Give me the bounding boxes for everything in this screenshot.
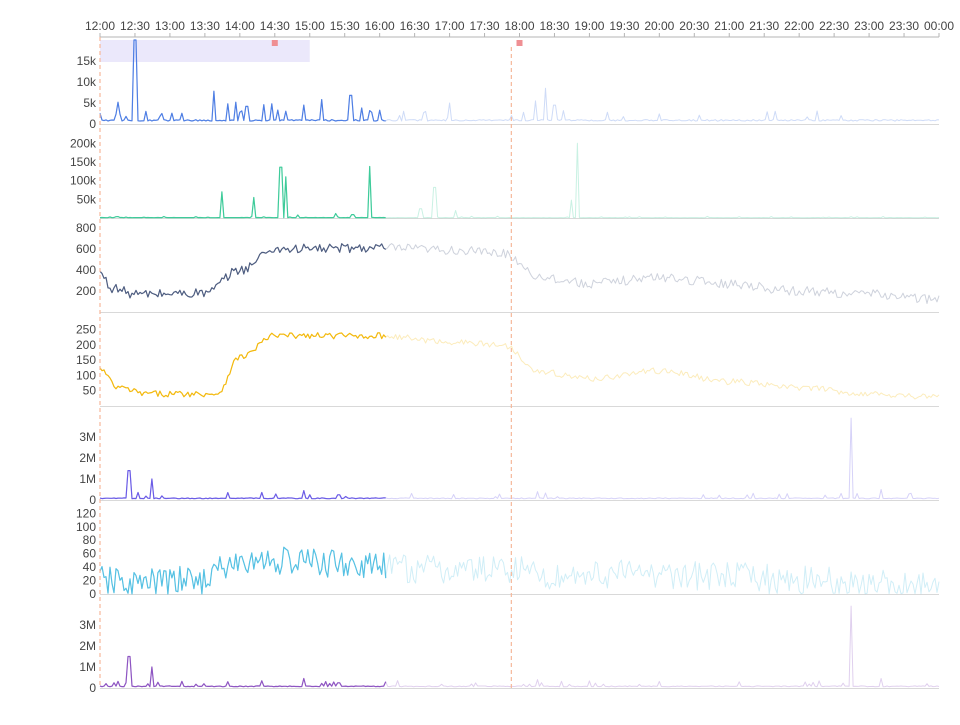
y-tick-label: 200 <box>76 284 96 298</box>
x-tick-label: 14:30 <box>260 19 290 33</box>
x-tick-label: 12:30 <box>120 19 150 33</box>
x-tick-label: 16:30 <box>400 19 430 33</box>
x-tick-label: 23:00 <box>854 19 884 33</box>
y-tick-label: 100 <box>76 368 96 382</box>
x-tick-label: 13:00 <box>155 19 185 33</box>
x-tick-label: 12:00 <box>85 19 115 33</box>
y-tick-label: 200k <box>70 136 97 150</box>
y-tick-label: 150k <box>70 155 97 169</box>
x-tick-label: 14:00 <box>225 19 255 33</box>
y-tick-label: 0 <box>89 587 96 601</box>
y-tick-label: 2M <box>79 451 96 465</box>
x-axis: 12:00 12:30 13:00 13:30 14:00 14:30 15:00 15:30… <box>85 19 954 38</box>
x-tick-label: 20:30 <box>679 19 709 33</box>
y-tick-label: 800 <box>76 221 96 235</box>
panel-2[interactable]: 50k 100k 150k 200k <box>70 136 940 219</box>
y-tick-label: 40 <box>83 560 97 574</box>
x-tick-label: 20:00 <box>644 19 674 33</box>
event-marker-2[interactable] <box>516 40 523 46</box>
series-line[interactable] <box>99 332 387 398</box>
x-tick-label: 16:00 <box>365 19 395 33</box>
y-tick-label: 10k <box>77 75 97 89</box>
series-line-faded <box>99 605 940 688</box>
y-tick-label: 600 <box>76 242 96 256</box>
y-tick-label: 0 <box>89 117 96 131</box>
y-tick-label: 15k <box>77 54 97 68</box>
x-tick-label: 18:00 <box>504 19 534 33</box>
x-tick-label: 18:30 <box>539 19 569 33</box>
x-tick-label: 22:00 <box>784 19 814 33</box>
series-line-faded <box>99 332 940 400</box>
y-tick-label: 400 <box>76 263 96 277</box>
series-line[interactable] <box>99 165 386 219</box>
x-tick-label: 19:30 <box>609 19 639 33</box>
x-tick-label: 23:30 <box>889 19 919 33</box>
y-tick-label: 3M <box>79 618 96 632</box>
x-tick-label: 15:00 <box>295 19 325 33</box>
x-tick-label: 15:30 <box>330 19 360 33</box>
y-tick-label: 250 <box>76 323 96 337</box>
y-tick-label: 1M <box>79 472 96 486</box>
series-line[interactable] <box>99 655 387 688</box>
brush-selection[interactable] <box>100 40 310 62</box>
x-tick-label: 19:00 <box>574 19 604 33</box>
y-tick-label: 100k <box>70 174 97 188</box>
y-tick-label: 1M <box>79 660 96 674</box>
y-tick-label: 0 <box>89 681 96 695</box>
panel-5[interactable]: 0 1M 2M 3M <box>79 417 940 507</box>
panel-3[interactable]: 200 400 600 800 <box>76 221 940 313</box>
y-tick-label: 120 <box>76 506 96 520</box>
y-tick-label: 50k <box>77 192 97 206</box>
x-tick-label: 21:00 <box>714 19 744 33</box>
x-tick-label: 13:30 <box>190 19 220 33</box>
series-line[interactable] <box>99 546 387 595</box>
series-line-faded <box>99 142 940 219</box>
x-tick-label: 22:30 <box>819 19 849 33</box>
series-line[interactable] <box>99 39 386 122</box>
y-tick-label: 150 <box>76 353 96 367</box>
y-tick-label: 2M <box>79 639 96 653</box>
y-tick-label: 5k <box>83 96 97 110</box>
y-tick-label: 3M <box>79 430 96 444</box>
series-line-faded <box>99 546 940 595</box>
x-tick-label: 00:00 <box>924 19 954 33</box>
series-line-faded <box>99 417 940 500</box>
event-marker-1[interactable] <box>271 40 278 46</box>
y-tick-label: 0 <box>89 493 96 507</box>
x-tick-label: 21:30 <box>749 19 779 33</box>
series-line[interactable] <box>99 243 387 299</box>
panel-7[interactable]: 0 1M 2M 3M <box>79 605 940 695</box>
y-tick-label: 50 <box>83 384 97 398</box>
y-tick-label: 100 <box>76 520 96 534</box>
panel-1[interactable]: 0 5k 10k 15k <box>77 39 940 131</box>
y-tick-label: 80 <box>83 533 97 547</box>
series-line[interactable] <box>99 470 386 500</box>
y-tick-label: 200 <box>76 338 96 352</box>
y-tick-label: 20 <box>83 574 97 588</box>
y-tick-label: 60 <box>83 547 97 561</box>
x-tick-label: 17:00 <box>435 19 465 33</box>
x-tick-label: 17:30 <box>470 19 500 33</box>
